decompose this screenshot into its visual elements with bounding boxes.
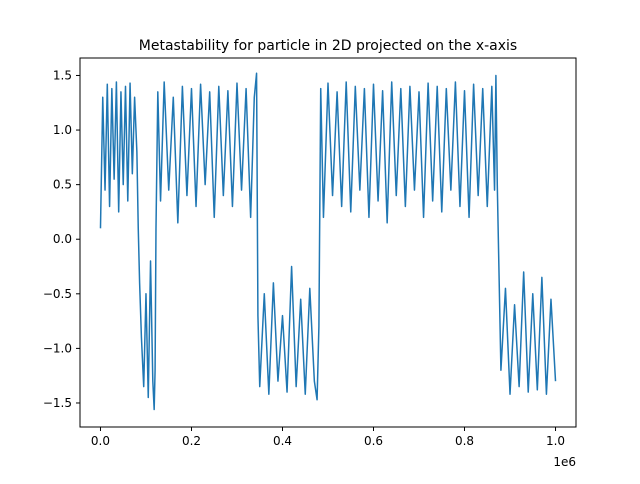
y-tick-label-4: −0.5	[43, 287, 72, 301]
x-tick-label-4: 0.8	[455, 434, 474, 448]
y-tick-label-5: −1.0	[43, 341, 72, 355]
x-tick-label-5: 1.0	[546, 434, 565, 448]
x-tick-label-2: 0.4	[273, 434, 292, 448]
plot-area	[99, 72, 557, 411]
series-line-0	[99, 72, 557, 411]
y-tick-label-0: 1.5	[53, 68, 72, 82]
y-tick-label-1: 1.0	[53, 123, 72, 137]
y-tick-label-3: 0.0	[53, 232, 72, 246]
y-tick-label-2: 0.5	[53, 178, 72, 192]
chart-title: Metastability for particle in 2D project…	[139, 38, 517, 54]
x-tick-label-3: 0.6	[364, 434, 383, 448]
y-tick-label-6: −1.5	[43, 396, 72, 410]
x-axis: 0.0 0.2 0.4 0.6 0.8 1.0	[91, 427, 565, 448]
y-axis: 1.5 1.0 0.5 0.0 −0.5 −1.0 −1.5	[43, 68, 80, 410]
x-offset-label: 1e6	[553, 455, 576, 469]
plot-frame	[79, 57, 577, 428]
x-tick-label-1: 0.2	[182, 434, 201, 448]
x-tick-label-0: 0.0	[91, 434, 110, 448]
